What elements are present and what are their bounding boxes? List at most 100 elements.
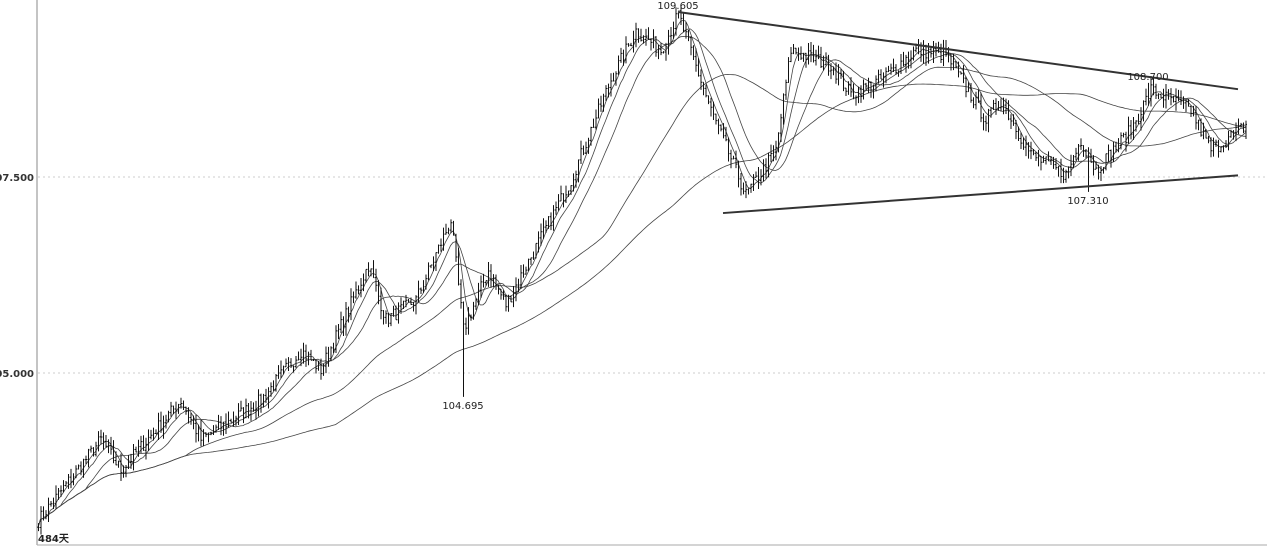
ohlc-bar [562, 193, 565, 208]
ohlc-bar [312, 358, 315, 362]
ohlc-bar [430, 264, 432, 269]
ma-5-line [37, 19, 1246, 528]
trendlines [677, 10, 1239, 215]
ohlc-bar [1192, 105, 1195, 117]
ohlc-bar [210, 431, 212, 436]
ohlc-bar [1237, 118, 1240, 135]
ohlc-bar [1220, 146, 1222, 153]
ohlc-bar [1120, 132, 1122, 150]
ohlc-bar [127, 455, 130, 470]
ohlc-bar [165, 414, 167, 429]
ohlc-bar [390, 313, 392, 327]
ohlc-bar [440, 238, 442, 252]
ohlc-bar [255, 400, 257, 420]
ohlc-bar [40, 506, 42, 535]
ohlc-bar [622, 49, 625, 66]
ohlc-bar [515, 277, 517, 302]
ohlc-bar [892, 58, 895, 73]
ohlc-bar [1052, 156, 1055, 169]
ohlc-bar [350, 288, 352, 321]
ohlc-bar [357, 285, 360, 295]
ohlc-bar [612, 72, 615, 82]
ohlc-bar [1082, 144, 1085, 157]
ohlc-bar [550, 212, 552, 231]
ohlc-bar [372, 260, 375, 279]
ohlc-bar [92, 447, 95, 457]
ohlc-bar [490, 264, 492, 288]
ma-120-line [37, 83, 1246, 528]
ohlc-bar [50, 500, 52, 507]
ohlc-bar [890, 63, 892, 75]
ohlc-bar [467, 307, 470, 335]
ohlc-bar [1150, 76, 1152, 107]
ohlc-bar [102, 432, 105, 450]
ohlc-bar [470, 314, 472, 321]
ohlc-bar [415, 295, 417, 315]
ohlc-bar [335, 325, 337, 354]
ohlc-bar [57, 487, 60, 500]
ohlc-bar [360, 278, 362, 298]
ohlc-bar [327, 346, 330, 367]
ohlc-bar [215, 424, 217, 433]
ohlc-bar [460, 279, 462, 309]
ohlc-bar [1172, 95, 1175, 103]
ohlc-bar [545, 220, 547, 233]
ohlc-bar [67, 474, 70, 489]
ohlc-bar [862, 79, 865, 100]
ohlc-bar [220, 416, 222, 436]
ohlc-bar [225, 413, 227, 435]
ohlc-bar [212, 425, 215, 435]
ohlc-bar [752, 174, 755, 192]
ohlc-bar [95, 441, 97, 457]
ohlc-bar [55, 485, 57, 509]
ohlc-bar [820, 46, 822, 69]
ohlc-bar [332, 342, 335, 354]
ohlc-bar [1065, 169, 1067, 183]
ohlc-bar [1020, 132, 1022, 150]
ohlc-bar [745, 181, 747, 199]
ohlc-bar [1142, 100, 1145, 122]
ohlc-bar [1212, 137, 1215, 157]
ohlc-bar [960, 71, 962, 75]
ohlc-bar [597, 98, 600, 119]
ohlc-bar [135, 446, 137, 453]
ohlc-bar [270, 382, 272, 397]
ohlc-bar [182, 400, 185, 410]
ohlc-bar [45, 510, 47, 520]
ohlc-bar [485, 280, 487, 286]
ohlc-bar [1042, 155, 1045, 163]
ohlc-bar [1227, 130, 1230, 151]
ohlc-bar [790, 46, 792, 63]
ohlc-bar [967, 82, 970, 93]
ohlc-bar [1097, 164, 1100, 180]
ohlc-bar [345, 301, 347, 336]
ohlc-bar [815, 49, 817, 66]
ohlc-bar [65, 480, 67, 487]
ohlc-bar [200, 419, 202, 447]
ohlc-bar [250, 401, 252, 421]
ohlc-bar [950, 53, 952, 71]
ohlc-bar [1025, 135, 1027, 157]
ohlc-bar [722, 123, 725, 139]
ohlc-bar [825, 52, 827, 66]
ohlc-bar [667, 29, 670, 55]
ohlc-bar [82, 458, 85, 478]
ohlc-bar [627, 43, 630, 47]
ohlc-bar [252, 402, 255, 412]
ohlc-bar [705, 84, 707, 98]
ohlc-bar [402, 300, 405, 309]
ohlc-bar [560, 185, 562, 202]
ohlc-bar [1135, 120, 1137, 132]
ohlc-bar [930, 46, 932, 58]
ohlc-bar [910, 50, 912, 69]
y-tick-label: 107.500 [0, 173, 34, 184]
ohlc-bar [1187, 99, 1190, 107]
ohlc-bar [625, 36, 627, 64]
ohlc-bar [247, 403, 250, 419]
ohlc-bar [1067, 166, 1070, 179]
ohlc-bar [1015, 119, 1017, 140]
ohlc-bar [267, 387, 270, 409]
ohlc-bar [382, 310, 385, 325]
ohlc-bar [87, 448, 90, 468]
ohlc-bar [1017, 126, 1020, 142]
